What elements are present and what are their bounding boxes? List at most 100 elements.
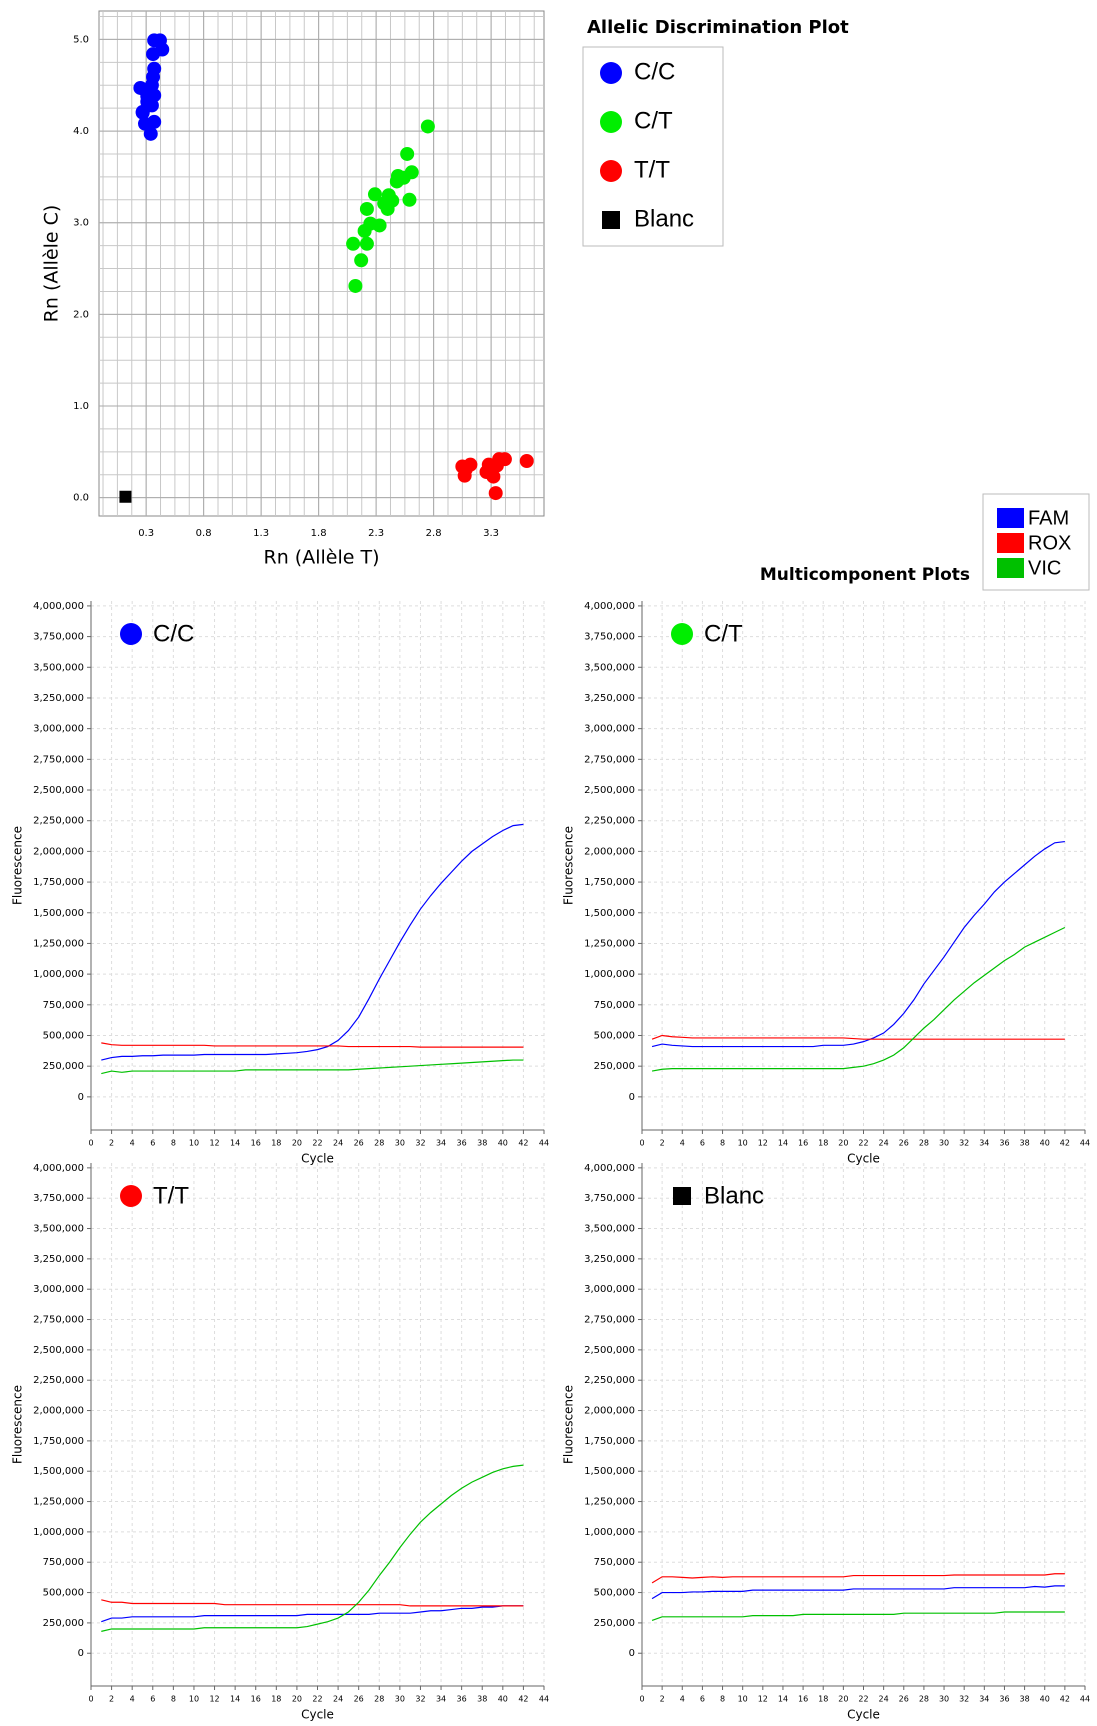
x-tick-label: 10 bbox=[738, 1695, 748, 1704]
point bbox=[519, 454, 534, 469]
legend-marker bbox=[602, 211, 620, 229]
point bbox=[354, 253, 369, 268]
point bbox=[119, 490, 132, 503]
x-tick-label: 44 bbox=[1080, 1139, 1090, 1148]
y-axis-label: Fluorescence bbox=[562, 826, 576, 905]
y-tick-label: 3,500,000 bbox=[584, 1224, 635, 1235]
y-tick-label: 0 bbox=[78, 1092, 84, 1103]
x-tick-label: 4 bbox=[130, 1695, 135, 1704]
point bbox=[140, 94, 155, 109]
y-tick-label: 3,500,000 bbox=[33, 662, 84, 673]
legend-label: VIC bbox=[1028, 557, 1061, 579]
x-tick-label: 34 bbox=[979, 1695, 989, 1704]
y-tick-label: 750,000 bbox=[43, 1557, 84, 1568]
label-marker bbox=[671, 623, 693, 645]
chart-title: Multicomponent Plots bbox=[760, 565, 970, 585]
x-tick-label: 28 bbox=[374, 1695, 384, 1704]
x-tick-label: 42 bbox=[1060, 1139, 1070, 1148]
x-tick-label: 34 bbox=[436, 1139, 446, 1148]
y-tick-label: 1,000,000 bbox=[33, 969, 84, 980]
series-line bbox=[651, 1585, 1065, 1600]
point bbox=[385, 193, 400, 208]
x-tick-label: 24 bbox=[333, 1695, 343, 1704]
x-axis-label: Cycle bbox=[847, 1152, 880, 1166]
y-tick-label: 1,750,000 bbox=[33, 877, 84, 888]
point bbox=[143, 126, 158, 141]
x-tick-label: 18 bbox=[271, 1139, 281, 1148]
x-tick-label: 2.3 bbox=[368, 528, 384, 539]
legend-swatch bbox=[997, 508, 1024, 528]
series-line bbox=[651, 1034, 1065, 1040]
series-line bbox=[101, 1605, 524, 1623]
x-tick-label: 26 bbox=[899, 1139, 909, 1148]
x-tick-label: 24 bbox=[879, 1139, 889, 1148]
x-tick-label: 44 bbox=[539, 1139, 549, 1148]
y-tick-label: 2,750,000 bbox=[33, 1315, 84, 1326]
x-tick-label: 12 bbox=[758, 1139, 768, 1148]
x-tick-label: 38 bbox=[477, 1139, 487, 1148]
x-tick-label: 4 bbox=[130, 1139, 135, 1148]
x-tick-label: 2 bbox=[660, 1139, 665, 1148]
x-tick-label: 20 bbox=[838, 1139, 848, 1148]
y-tick-label: 0 bbox=[629, 1648, 635, 1659]
x-tick-label: 30 bbox=[939, 1139, 949, 1148]
y-tick-label: 1,250,000 bbox=[584, 938, 635, 949]
series-line bbox=[651, 926, 1066, 1072]
y-tick-label: 2,250,000 bbox=[33, 1375, 84, 1386]
x-tick-label: 32 bbox=[959, 1139, 969, 1148]
x-tick-label: 16 bbox=[251, 1139, 261, 1148]
y-tick-label: 3,500,000 bbox=[33, 1224, 84, 1235]
label-marker bbox=[120, 1185, 142, 1207]
x-tick-label: 26 bbox=[354, 1139, 364, 1148]
y-tick-label: 2,250,000 bbox=[584, 1375, 635, 1386]
x-axis-label: Cycle bbox=[847, 1708, 880, 1722]
y-tick-label: 500,000 bbox=[43, 1588, 84, 1599]
y-axis-label: Rn (Allèle C) bbox=[41, 205, 63, 323]
x-tick-label: 16 bbox=[798, 1695, 808, 1704]
legend-label: ROX bbox=[1028, 532, 1071, 554]
series-line bbox=[651, 840, 1065, 1048]
x-tick-label: 8 bbox=[171, 1139, 176, 1148]
y-tick-label: 1.0 bbox=[73, 401, 89, 412]
x-tick-label: 28 bbox=[919, 1695, 929, 1704]
x-tick-label: 36 bbox=[999, 1139, 1009, 1148]
legend-swatch bbox=[997, 533, 1024, 553]
x-tick-label: 34 bbox=[436, 1695, 446, 1704]
point bbox=[400, 146, 415, 161]
y-tick-label: 1,250,000 bbox=[33, 1497, 84, 1508]
x-tick-label: 12 bbox=[209, 1139, 219, 1148]
x-tick-label: 14 bbox=[230, 1695, 240, 1704]
y-tick-label: 250,000 bbox=[43, 1061, 84, 1072]
y-tick-label: 1,750,000 bbox=[584, 1436, 635, 1447]
y-tick-label: 1,750,000 bbox=[584, 877, 635, 888]
y-tick-label: 3.0 bbox=[73, 218, 89, 229]
legend-marker bbox=[600, 160, 622, 182]
x-tick-label: 38 bbox=[477, 1695, 487, 1704]
y-tick-label: 3,000,000 bbox=[33, 724, 84, 735]
x-tick-label: 6 bbox=[700, 1695, 705, 1704]
y-tick-label: 750,000 bbox=[594, 1557, 635, 1568]
x-tick-label: 20 bbox=[292, 1695, 302, 1704]
y-tick-label: 5.0 bbox=[73, 34, 89, 45]
point bbox=[357, 223, 372, 238]
x-axis-label: Cycle bbox=[301, 1152, 334, 1166]
y-tick-label: 1,000,000 bbox=[33, 1527, 84, 1538]
y-tick-label: 4.0 bbox=[73, 126, 89, 137]
x-tick-label: 42 bbox=[1060, 1695, 1070, 1704]
x-tick-label: 10 bbox=[189, 1695, 199, 1704]
panel-label: C/C bbox=[153, 620, 194, 647]
y-tick-label: 3,250,000 bbox=[33, 1254, 84, 1265]
x-tick-label: 14 bbox=[778, 1695, 788, 1704]
y-axis-label: Fluorescence bbox=[562, 1385, 576, 1464]
point bbox=[346, 236, 361, 251]
legend-label: FAM bbox=[1028, 507, 1069, 529]
x-tick-label: 20 bbox=[292, 1139, 302, 1148]
y-tick-label: 0 bbox=[629, 1092, 635, 1103]
x-tick-label: 38 bbox=[1019, 1695, 1029, 1704]
x-tick-label: 2 bbox=[109, 1139, 114, 1148]
y-tick-label: 1,500,000 bbox=[33, 1466, 84, 1477]
x-tick-label: 40 bbox=[498, 1139, 508, 1148]
x-tick-label: 22 bbox=[858, 1695, 868, 1704]
x-tick-label: 34 bbox=[979, 1139, 989, 1148]
